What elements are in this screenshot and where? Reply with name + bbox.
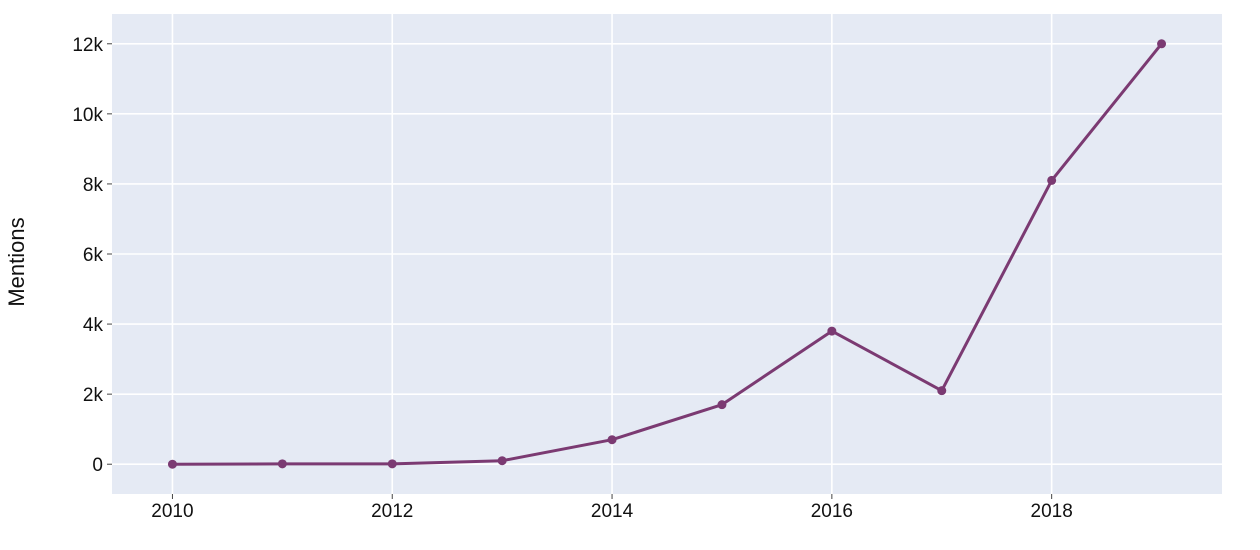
data-point: [167, 459, 177, 469]
x-tick-label: 2010: [151, 501, 193, 522]
series-layer: [172, 42, 1163, 466]
y-tick-label: 4k: [83, 315, 104, 336]
y-tick-label: 8k: [83, 175, 104, 196]
data-point: [387, 459, 397, 469]
data-point: [937, 386, 947, 396]
axis-ticks: 2010 2012 2014 2016 2018 0 2k 4k 6k 8k 10k 12k: [72, 35, 1072, 522]
grid-lines: [112, 14, 1222, 494]
x-tick-label: 2018: [1031, 501, 1073, 522]
y-tick-label: 10k: [72, 105, 103, 126]
y-axis-title: Mentions: [4, 217, 29, 306]
y-tick-label: 2k: [83, 385, 104, 406]
y-tick-label: 6k: [83, 245, 104, 266]
x-tick-label: 2014: [591, 501, 634, 522]
data-point: [607, 435, 617, 445]
data-points: [167, 39, 1167, 469]
x-tick-label: 2012: [371, 501, 413, 522]
data-point: [497, 456, 507, 466]
data-point: [827, 326, 837, 336]
data-point: [1047, 175, 1057, 185]
data-point: [717, 400, 727, 410]
y-tick-label: 0: [92, 455, 103, 476]
data-point: [1157, 39, 1167, 49]
x-tick-label: 2016: [811, 501, 853, 522]
data-point: [277, 459, 287, 469]
series-line: [172, 42, 1163, 466]
y-tick-label: 12k: [72, 35, 103, 56]
